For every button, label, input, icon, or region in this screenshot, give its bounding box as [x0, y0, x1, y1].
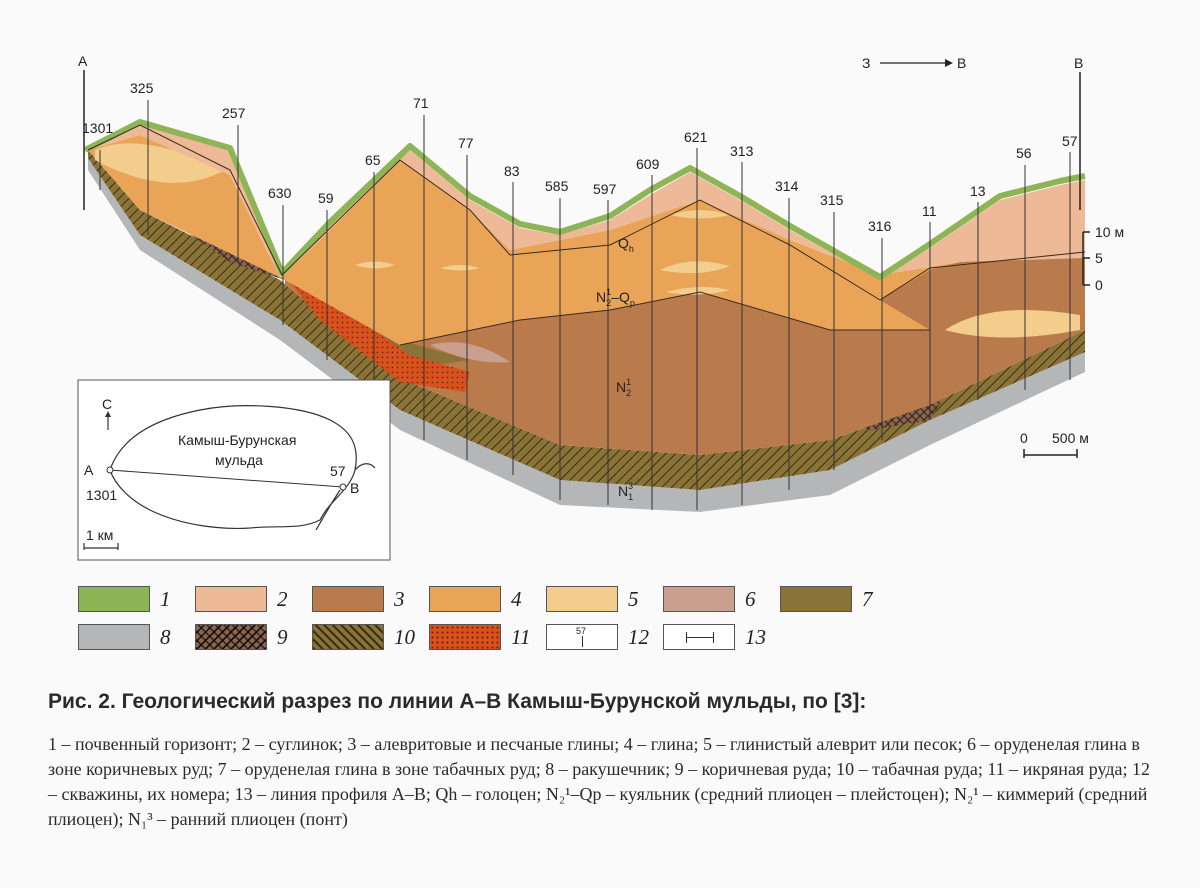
label-n13: N13 [618, 481, 633, 502]
layer-tobacco-ore [88, 150, 1085, 490]
legend-swatch-ikryanaya-ore [429, 624, 501, 650]
layer-shell-limestone [88, 155, 1085, 512]
legend-swatch-sand [546, 586, 618, 612]
legend-item: 11 [429, 624, 546, 650]
well-label: 77 [458, 135, 474, 151]
svg-text:0: 0 [1020, 430, 1028, 446]
legend-swatch-brown-ore [195, 624, 267, 650]
inset-point-b: B [350, 480, 359, 496]
well-label: 11 [922, 203, 937, 219]
legend-item: 57 12 [546, 624, 663, 650]
layer-loam [88, 125, 1085, 280]
well-labels: 1301 325 257 630 59 65 71 77 83 585 597 … [82, 80, 1078, 234]
layer-ore-clay-tobacco [290, 283, 470, 370]
legend-item: 13 [663, 624, 780, 650]
well-label: 1301 [82, 120, 113, 136]
profile-line-icon [686, 637, 714, 638]
svg-text:10 м: 10 м [1095, 224, 1124, 240]
well-label: 13 [970, 183, 986, 199]
figure-caption-body: 1 – почвенный горизонт; 2 – суглинок; 3 … [48, 734, 1150, 829]
horizontal-scale: 0 500 м [1020, 430, 1089, 458]
legend-item: 4 [429, 586, 546, 612]
well-label: 597 [593, 181, 617, 197]
legend-swatch-shell-limestone [78, 624, 150, 650]
legend-swatch-tobacco-ore [312, 624, 384, 650]
well-label: 621 [684, 129, 708, 145]
svg-text:0: 0 [1095, 277, 1103, 293]
legend-item: 6 [663, 586, 780, 612]
well-label: 316 [868, 218, 892, 234]
well-label: 313 [730, 143, 754, 159]
well-label: 257 [222, 105, 246, 121]
inset-well-b: 57 [330, 463, 346, 479]
legend-item: 5 [546, 586, 663, 612]
well-label: 630 [268, 185, 292, 201]
legend-item: 2 [195, 586, 312, 612]
inset-map: С Камыш-Бурунская мульда A B 1301 57 1 к… [77, 379, 391, 561]
legend-swatch-ore-clay-tobacco [780, 586, 852, 612]
geological-section: 1301 325 257 630 59 65 71 77 83 585 597 … [77, 53, 1124, 561]
well-label: 314 [775, 178, 799, 194]
legend-well-number: 57 [576, 626, 587, 636]
legend-item: 1 [78, 586, 195, 612]
layer-clay [88, 135, 1085, 345]
well-label: 56 [1016, 145, 1032, 161]
legend-swatch-ore-clay-brown [663, 586, 735, 612]
label-n21: N21 [616, 377, 631, 398]
well-label: 325 [130, 80, 154, 96]
layer-ore-clay-brown [430, 342, 510, 363]
point-b-label: B [1074, 55, 1083, 71]
legend-swatch-profile-line [663, 624, 735, 650]
legend-item: 10 [312, 624, 429, 650]
svg-text:5: 5 [1095, 250, 1103, 266]
well-label: 585 [545, 178, 569, 194]
figure-caption-title: Рис. 2. Геологический разрез по линии A–… [48, 690, 867, 713]
well-label: 59 [318, 190, 334, 206]
legend-swatch-well: 57 [546, 624, 618, 650]
legend-swatch-soil [78, 586, 150, 612]
inset-north: С [102, 396, 112, 412]
inset-basin-outline [109, 405, 357, 529]
vertical-scale: 10 м 5 0 [1082, 224, 1124, 293]
layer-ikryanaya-ore [290, 282, 470, 392]
legend-swatch-clay [429, 586, 501, 612]
well-label: 83 [504, 163, 520, 179]
legend-swatch-silty-clay [312, 586, 384, 612]
legend-row-2: 8 9 10 11 57 12 13 [78, 624, 780, 650]
legend-item: 3 [312, 586, 429, 612]
inset-point-a: A [84, 462, 94, 478]
lens-sand-3 [660, 261, 730, 274]
direction-from: З [862, 55, 870, 71]
lens-sand-1 [95, 143, 225, 183]
layer-silty-clay [285, 280, 1085, 455]
inset-well-a: 1301 [86, 487, 117, 503]
well-label: 71 [413, 95, 429, 111]
well-lines [99, 100, 1071, 510]
label-qh: Qh [618, 235, 634, 254]
legend-swatch-loam [195, 586, 267, 612]
well-label: 57 [1062, 133, 1078, 149]
point-a-label: A [78, 53, 88, 69]
lens-sand-2 [945, 310, 1080, 338]
direction-to: В [957, 55, 966, 71]
inset-name-2: мульда [215, 452, 263, 468]
inset-scale: 1 км [86, 527, 113, 543]
legend-item: 9 [195, 624, 312, 650]
well-label: 609 [636, 156, 660, 172]
well-label: 65 [365, 152, 381, 168]
legend-item: 8 [78, 624, 195, 650]
lens-sand-7 [670, 210, 730, 219]
legend-item: 7 [780, 586, 897, 612]
arrow-head-icon [945, 59, 953, 67]
lens-sand-5 [440, 265, 480, 271]
inset-name-1: Камыш-Бурунская [178, 432, 296, 448]
well-line-icon [582, 636, 583, 647]
well-label: 315 [820, 192, 844, 208]
lens-sand-4 [355, 261, 395, 269]
svg-text:500 м: 500 м [1052, 430, 1089, 446]
legend-row-1: 1 2 3 4 5 6 7 [78, 586, 897, 612]
label-n2qp: N21–Qp [596, 287, 635, 308]
